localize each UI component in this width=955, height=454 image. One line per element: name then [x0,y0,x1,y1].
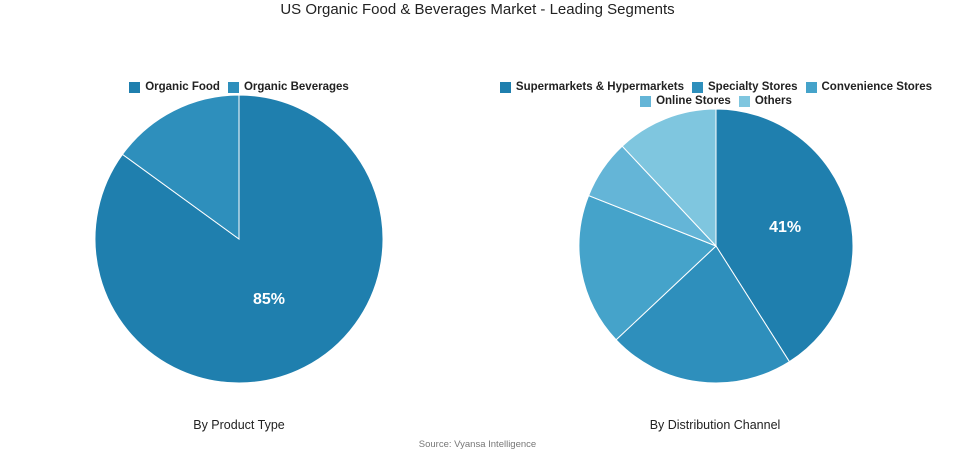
legend-swatch [640,95,652,107]
legend-swatch [805,81,817,93]
legend-item: Others [738,94,792,108]
pie-data-label: 41% [769,219,801,236]
legend-swatch [227,81,239,93]
legend-item: Organic Beverages [227,80,349,94]
chart-title: US Organic Food & Beverages Market - Lea… [280,1,675,18]
pie-slice-convenience-stores [578,194,717,341]
pie-slice-specialty-stores [615,245,791,384]
source-note: Source: Vyansa Intelligence [418,439,537,450]
legend-swatch [738,95,750,107]
legend-label: Online Stores [656,95,731,107]
pie-slice-supermarkets-hypermarkets [715,108,854,363]
legend-product-type: Organic Food Organic Beverages [90,80,388,94]
legend-swatch [129,81,141,93]
legend-item: Convenience Stores [805,80,933,94]
pie-data-label: 85% [253,291,285,308]
legend-label: Specialty Stores [708,81,798,93]
legend-item: Online Stores [640,94,731,108]
legend-item: Organic Food [129,80,220,94]
pie-slice-others [621,108,717,248]
legend-distribution-channel: Supermarkets & Hypermarkets Specialty St… [480,80,952,108]
legend-label: Organic Food [145,81,220,93]
pie-distribution-channel: 41% [578,108,854,384]
legend-swatch [499,81,511,93]
pie-slice-organic-food [94,94,384,384]
legend-label: Organic Beverages [243,81,349,93]
legend-label: Supermarkets & Hypermarkets [515,81,685,93]
legend-item: Supermarkets & Hypermarkets [499,80,685,94]
legend-swatch [692,81,704,93]
pie-product-type: 85% [94,94,384,384]
legend-label: Others [754,95,792,107]
caption-product-type: By Product Type [193,418,285,432]
pie-slice-organic-beverages [121,94,240,240]
caption-distribution-channel: By Distribution Channel [649,418,781,432]
legend-label: Convenience Stores [821,81,933,93]
legend-item: Specialty Stores [692,80,798,94]
